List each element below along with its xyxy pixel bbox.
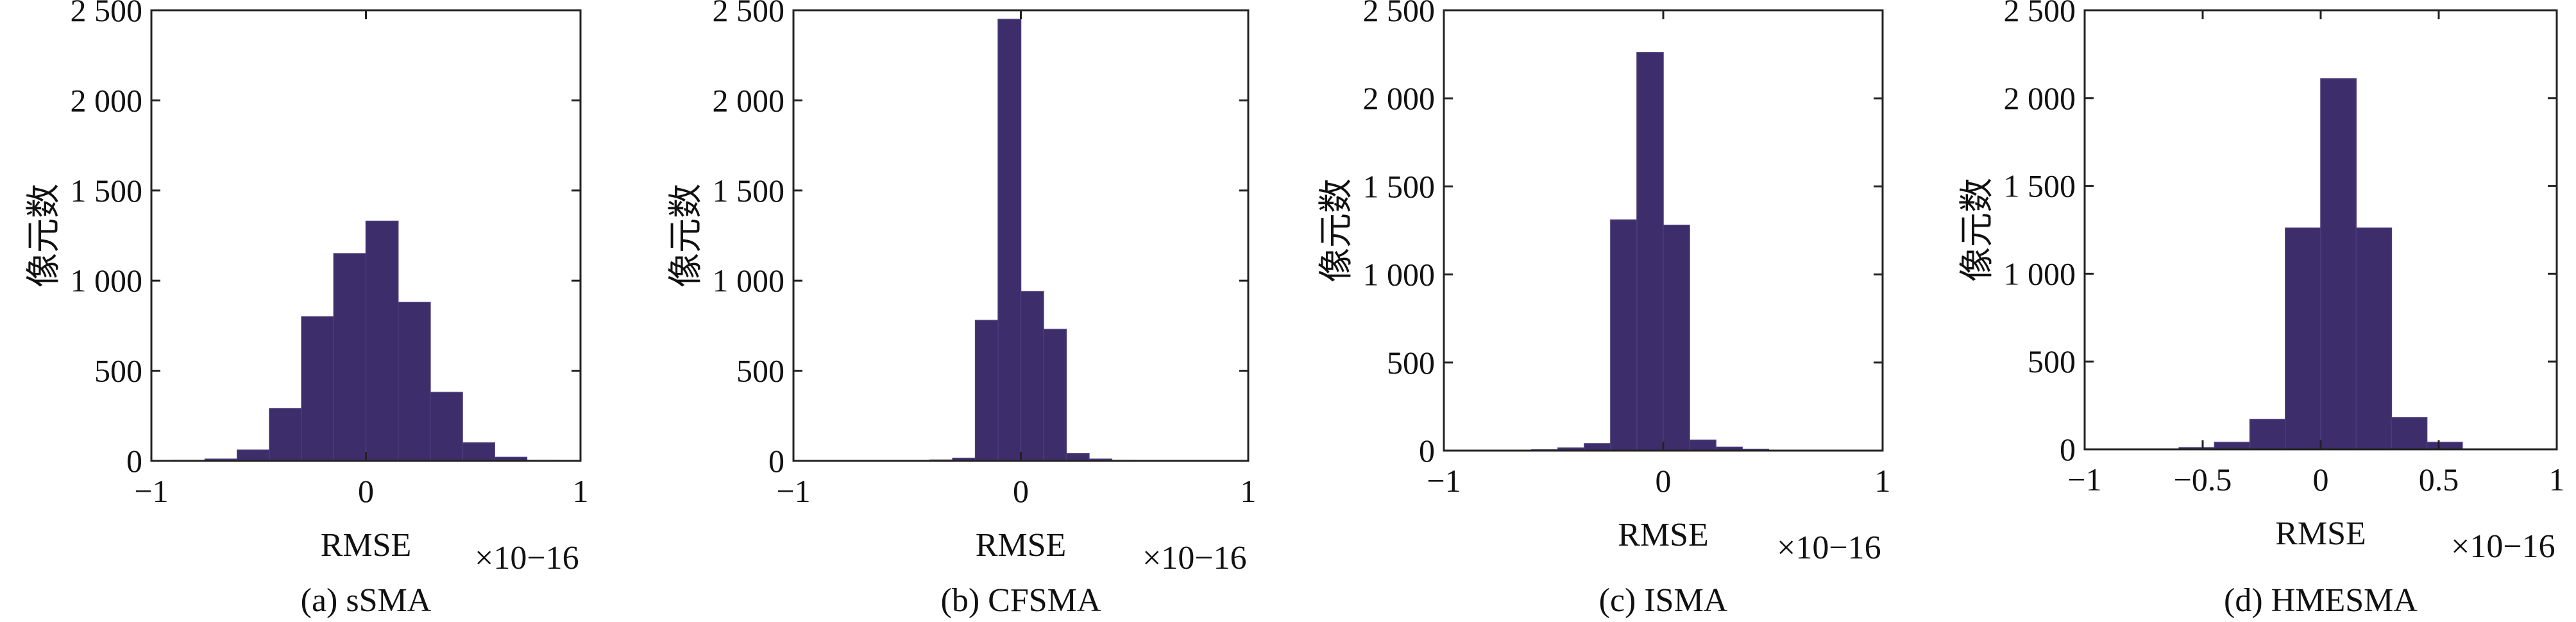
x-tick-label: 0 [358,473,374,509]
histogram-bar [462,442,495,462]
x-tick-label: 0.5 [2419,462,2459,497]
x-tick-label: −1 [776,473,810,509]
y-tick-label: 1 500 [1363,168,1436,204]
histogram-bar [2249,419,2286,450]
y-tick-label: 2 000 [2004,80,2076,116]
y-tick-label: 2 000 [1363,80,1436,116]
histogram-bar [2391,417,2428,450]
x-tick-label: 0 [1656,463,1672,499]
x-axis-label: RMSE [1618,517,1709,553]
x-tick-label: −1 [134,473,168,509]
histogram-bar [430,392,463,462]
x-axis-label: RMSE [976,527,1067,564]
x-tick-label: 0 [1013,473,1029,509]
x-tick-label: 1 [1241,473,1257,509]
y-tick-label: 1 000 [2004,255,2076,291]
x-tick-label: −1 [2067,462,2101,497]
histogram-bar [365,220,399,462]
y-tick-label: 1 000 [713,263,785,298]
x-axis-label: RMSE [2275,515,2366,552]
x-tick-label: 1 [2549,462,2565,497]
y-axis-label: 像元数 [1956,178,1997,282]
y-tick-label: 2 000 [71,82,143,118]
y-tick-label: 2 500 [71,0,143,28]
x-axis-multiplier: ×10−16 [1777,530,1881,566]
y-tick-label: 500 [1387,345,1435,381]
y-tick-label: 0 [126,443,142,479]
y-axis-label: 像元数 [665,184,706,288]
y-tick-label: 500 [94,353,142,389]
histogram-bar [237,449,270,462]
x-axis-label: RMSE [321,527,412,564]
histogram-bar [1065,453,1090,462]
histogram-bar [1663,225,1690,451]
histogram-bar [269,408,302,462]
histogram-bar [2320,78,2357,450]
histogram-bar [1043,329,1067,462]
panel-caption: (d) HMESMA [2224,582,2418,619]
y-tick-label: 1 500 [2004,168,2076,204]
histogram-bar [2214,442,2251,450]
x-tick-label: −0.5 [2174,462,2232,497]
y-tick-label: 0 [1419,433,1435,469]
y-tick-label: 2 000 [713,82,785,118]
x-axis-multiplier: ×10−16 [475,540,579,576]
y-tick-label: 500 [2028,343,2076,379]
y-axis-label: 像元数 [1316,178,1356,282]
y-tick-label: 2 500 [1363,0,1436,28]
x-tick-label: 1 [573,473,589,509]
histogram-bar [1584,443,1611,451]
histogram-bar [1610,219,1638,451]
y-tick-label: 1 000 [71,263,143,298]
y-tick-label: 1 500 [71,173,143,209]
y-axis-label: 像元数 [23,184,64,288]
y-tick-label: 1 000 [1363,257,1436,293]
x-axis-multiplier: ×10−16 [2451,528,2555,565]
panel-caption: (c) ISMA [1599,582,1728,619]
histogram-bar [1636,52,1664,451]
y-tick-label: 2 500 [713,0,785,28]
histogram-bar [2285,227,2321,450]
histogram-bar [301,316,335,462]
y-tick-label: 1 500 [713,173,785,209]
histogram-bar [1020,291,1044,462]
histogram-bar [333,253,367,462]
x-tick-label: 1 [1875,463,1891,499]
panel-caption: (a) sSMA [301,582,432,619]
histogram-bar [397,302,431,462]
y-tick-label: 0 [2060,431,2076,467]
y-tick-label: 500 [736,353,784,389]
histogram-bar [974,320,999,462]
y-tick-label: 2 500 [2004,0,2076,28]
histogram-bar [2426,442,2463,450]
panel-caption: (b) CFSMA [941,582,1101,619]
histogram-bar [1689,439,1716,451]
panel-d: 0 500 1 000 1 500 2 000 2 500 −1 −0.5 0 0.5 1 RMSE ×… [1956,0,2565,619]
histogram-bar [997,19,1022,462]
x-tick-label: −1 [1427,463,1461,499]
x-axis-multiplier: ×10−16 [1142,540,1247,576]
histogram-bar [2355,227,2393,450]
x-tick-label: 0 [2313,462,2329,497]
y-tick-label: 0 [768,443,784,479]
